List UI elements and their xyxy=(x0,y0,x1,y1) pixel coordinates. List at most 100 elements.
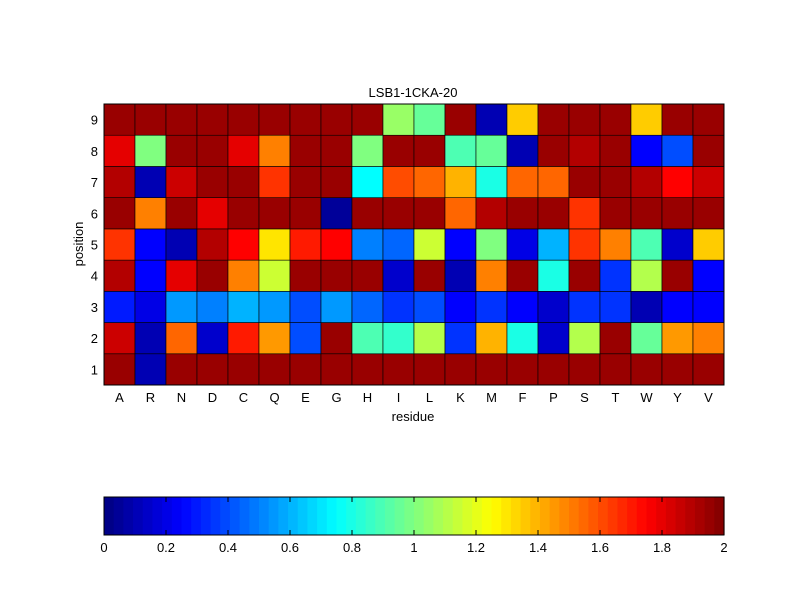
heatmap-cell-M-5 xyxy=(475,228,508,261)
colorbar-segment xyxy=(607,497,619,535)
x-tick-label: Q xyxy=(269,390,279,405)
colorbar-segment xyxy=(656,497,667,535)
heatmap-cell-G-2 xyxy=(320,322,353,355)
heatmap-cell-F-9 xyxy=(506,103,539,136)
heatmap-cell-T-6 xyxy=(599,197,632,230)
heatmap-cell-K-1 xyxy=(444,353,477,386)
heatmap-cell-S-6 xyxy=(568,197,601,230)
colorbar-segment xyxy=(104,497,115,535)
colorbar-segment xyxy=(220,497,231,535)
heatmap-cell-Y-5 xyxy=(661,228,694,261)
heatmap-cell-L-9 xyxy=(413,103,446,136)
colorbar-segment xyxy=(307,497,318,535)
colorbar-segment xyxy=(530,497,541,535)
y-tick-labels: 1 2 3 4 5 6 7 8 9 xyxy=(91,113,98,378)
heatmap-cell-Q-1 xyxy=(258,353,291,386)
heatmap-cell-L-4 xyxy=(413,259,446,292)
y-tick-label: 3 xyxy=(91,300,98,315)
colorbar-segment xyxy=(452,497,464,535)
colorbar-segment xyxy=(288,497,299,535)
heatmap-cell-C-2 xyxy=(227,322,260,355)
heatmap-cell-Q-2 xyxy=(258,322,291,355)
heatmap-cell-C-1 xyxy=(227,353,260,386)
heatmap-cell-V-7 xyxy=(692,166,725,198)
x-tick-label: T xyxy=(612,390,620,405)
heatmap-cell-C-4 xyxy=(227,259,260,292)
heatmap-cell-V-3 xyxy=(692,291,725,323)
heatmap-cell-R-4 xyxy=(134,259,167,292)
heatmap-cell-P-3 xyxy=(537,291,570,323)
heatmap-cell-W-3 xyxy=(630,291,663,323)
heatmap-cell-H-5 xyxy=(351,228,384,261)
x-tick-label: V xyxy=(704,390,713,405)
heatmap-cell-R-9 xyxy=(134,103,167,136)
colorbar-segment xyxy=(375,497,386,535)
heatmap-cell-F-1 xyxy=(506,353,539,386)
heatmap-cell-H-3 xyxy=(351,291,384,323)
colorbar-segment xyxy=(443,497,454,535)
heatmap-cell-E-5 xyxy=(289,228,322,261)
heatmap-cell-L-2 xyxy=(413,322,446,355)
heatmap-cell-D-6 xyxy=(196,197,229,230)
heatmap-cell-D-1 xyxy=(196,353,229,386)
y-tick-label: 5 xyxy=(91,238,98,253)
heatmap-cell-M-1 xyxy=(475,353,508,386)
x-tick-label: I xyxy=(397,390,401,405)
heatmap-cell-K-7 xyxy=(444,166,477,198)
heatmap-cell-T-7 xyxy=(599,166,632,198)
heatmap-cell-Y-6 xyxy=(661,197,694,230)
heatmap-cell-P-4 xyxy=(537,259,570,292)
heatmap-cell-T-1 xyxy=(599,353,632,386)
colorbar-segment xyxy=(239,497,250,535)
heatmap-cell-S-1 xyxy=(568,353,601,386)
colorbar-segment xyxy=(714,497,725,535)
colorbar-segment xyxy=(259,497,270,535)
heatmap-cell-I-5 xyxy=(382,228,415,261)
heatmap-cell-K-2 xyxy=(444,322,477,355)
heatmap-cell-K-8 xyxy=(444,134,477,167)
heatmap-cell-R-7 xyxy=(134,166,167,198)
heatmap-cell-W-1 xyxy=(630,353,663,386)
heatmap-cell-N-4 xyxy=(165,259,198,292)
heatmap-cell-D-8 xyxy=(196,134,229,167)
heatmap-cell-M-9 xyxy=(475,103,508,136)
heatmap-cell-C-8 xyxy=(227,134,260,167)
x-tick-label: G xyxy=(331,390,341,405)
heatmap-cell-R-2 xyxy=(134,322,167,355)
heatmap-cell-E-4 xyxy=(289,259,322,292)
heatmap-cell-W-2 xyxy=(630,322,663,355)
colorbar xyxy=(104,497,725,535)
heatmap-cell-F-8 xyxy=(506,134,539,167)
x-tick-label: W xyxy=(640,390,653,405)
colorbar-segment xyxy=(578,497,589,535)
heatmap-cell-S-2 xyxy=(568,322,601,355)
heatmap-cell-E-1 xyxy=(289,353,322,386)
heatmap-cell-V-2 xyxy=(692,322,725,355)
colorbar-segment xyxy=(627,497,638,535)
colorbar-segment xyxy=(113,497,124,535)
heatmap-cell-K-4 xyxy=(444,259,477,292)
y-tick-label: 6 xyxy=(91,206,98,221)
colorbar-segment xyxy=(200,497,212,535)
x-tick-label: H xyxy=(363,390,372,405)
colorbar-segment xyxy=(569,497,580,535)
colorbar-tick-label: 2 xyxy=(720,540,727,555)
heatmap-cell-L-6 xyxy=(413,197,446,230)
colorbar-segment xyxy=(249,497,260,535)
colorbar-segment xyxy=(210,497,221,535)
colorbar-segment xyxy=(617,497,628,535)
colorbar-tick-label: 0.2 xyxy=(157,540,175,555)
heatmap-cell-L-8 xyxy=(413,134,446,167)
heatmap-cell-C-6 xyxy=(227,197,260,230)
heatmap-cell-G-7 xyxy=(320,166,353,198)
heatmap-cell-C-5 xyxy=(227,228,260,261)
colorbar-segment xyxy=(336,497,347,535)
heatmap-cell-I-6 xyxy=(382,197,415,230)
heatmap-cell-I-8 xyxy=(382,134,415,167)
y-tick-label: 9 xyxy=(91,113,98,128)
heatmap-cell-P-7 xyxy=(537,166,570,198)
heatmap-cell-Y-8 xyxy=(661,134,694,167)
heatmap-cell-L-7 xyxy=(413,166,446,198)
y-tick-label: 2 xyxy=(91,331,98,346)
